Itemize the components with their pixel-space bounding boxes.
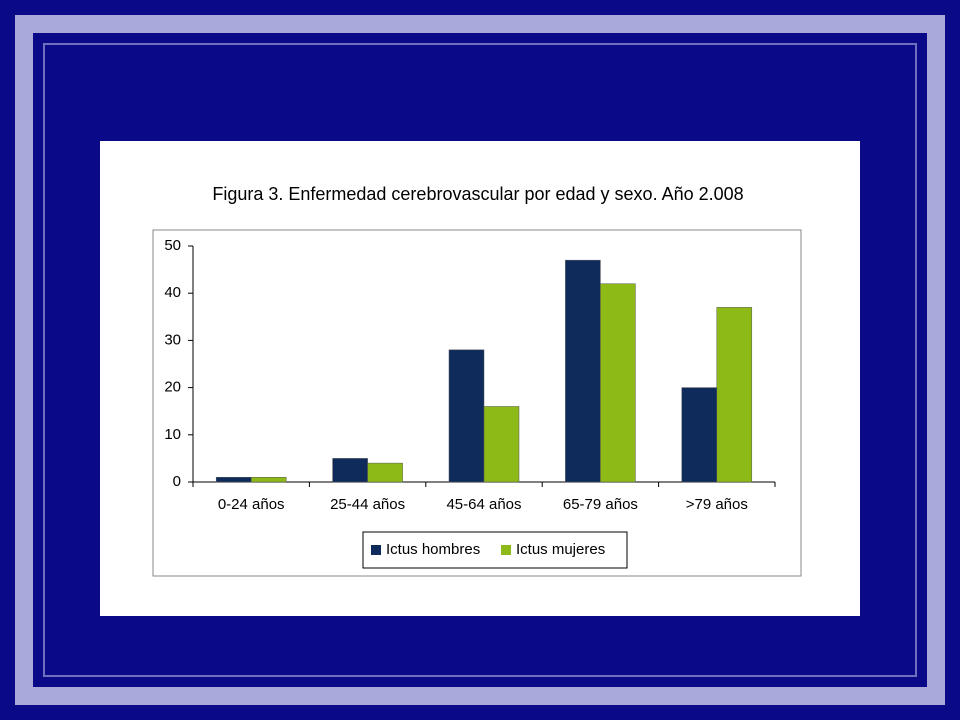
y-tick-label: 0 <box>173 473 181 490</box>
bar <box>681 387 718 483</box>
legend-swatch <box>501 545 511 555</box>
bar <box>250 477 287 483</box>
slide-frame <box>15 15 945 705</box>
bar <box>483 406 520 483</box>
x-tick-label: 25-44 años <box>330 496 405 513</box>
legend-swatch <box>371 545 381 555</box>
x-tick-label: 65-79 años <box>563 496 638 513</box>
legend-label: Ictus hombres <box>386 541 480 558</box>
legend-label: Ictus mujeres <box>516 541 605 558</box>
bar <box>565 259 601 483</box>
y-tick-label: 50 <box>164 237 181 254</box>
x-tick-label: >79 años <box>686 496 748 513</box>
bar <box>332 458 368 483</box>
bar <box>600 283 636 483</box>
legend-box <box>362 531 628 569</box>
y-tick-label: 10 <box>164 426 181 443</box>
x-tick-label: 0-24 años <box>218 496 285 513</box>
x-tick-label: 45-64 años <box>446 496 521 513</box>
bar <box>215 477 252 483</box>
y-tick-label: 30 <box>164 331 181 348</box>
bar <box>367 462 403 483</box>
chart-title: Figura 3. Enfermedad cerebrovascular por… <box>212 184 743 204</box>
y-tick-label: 40 <box>164 284 181 301</box>
bar <box>716 307 753 483</box>
y-tick-label: 20 <box>164 379 181 396</box>
bar <box>448 349 485 483</box>
